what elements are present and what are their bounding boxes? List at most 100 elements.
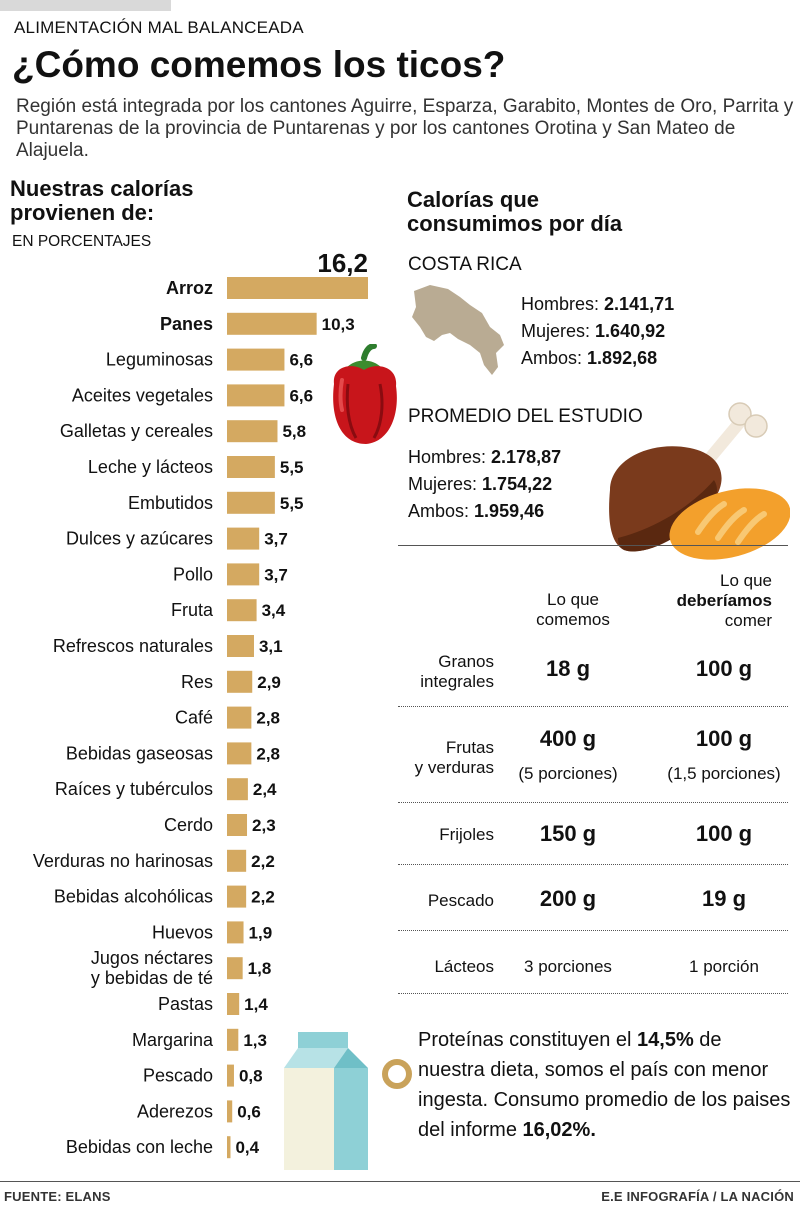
- bar-value-6: 5,5: [280, 494, 304, 513]
- bar-label-17: Bebidas alcohólicas: [54, 887, 213, 907]
- bar-label-6: Embutidos: [128, 493, 213, 513]
- frijoles-eat-value: 150 g: [539, 821, 597, 846]
- costa-rica-label: COSTA RICA: [408, 254, 522, 275]
- bar-19: [227, 957, 243, 980]
- bullet-ring-icon: [382, 1059, 412, 1089]
- bar-16: [227, 849, 247, 872]
- frutas-should-value: 100 g: [695, 726, 753, 751]
- bar-label-10: Refrescos naturales: [53, 636, 213, 656]
- frutas-should-note: (1,5 porciones): [667, 764, 781, 783]
- pescado-should-value: 19 g: [701, 886, 747, 911]
- bar-0: [227, 277, 368, 299]
- est-ambos-label: Ambos:: [408, 501, 470, 521]
- frutas-eat-value: 400 g: [539, 726, 597, 751]
- bar-11: [227, 670, 253, 693]
- bar-label-11: Res: [181, 672, 213, 692]
- bar-label-19: Jugos néctares y bebidas de té: [91, 948, 213, 988]
- est-hombres: Hombres: 2.178,87: [408, 444, 561, 471]
- row-separator: [398, 993, 788, 994]
- lacteos-should-value: 1 porción: [689, 957, 759, 976]
- granos-should-value: 100 g: [695, 656, 753, 681]
- bar-2: [227, 348, 285, 371]
- bar-label-7: Dulces y azúcares: [66, 529, 213, 549]
- row-separator: [398, 930, 788, 931]
- cr-hombres-label: Hombres:: [521, 294, 600, 314]
- bar-label-0: Arroz: [166, 278, 213, 298]
- bar-value-21: 1,3: [243, 1031, 267, 1050]
- bar-10: [227, 635, 254, 657]
- bar-1: [227, 312, 317, 335]
- protein-text-2: de nuestra dieta, somos el país con meno…: [418, 1029, 791, 1141]
- cr-hombres: Hombres: 2.141,71: [521, 291, 674, 318]
- bar-value-2: 6,6: [289, 351, 313, 370]
- frijoles-should-value: 100 g: [695, 821, 753, 846]
- bar-label-22: Pescado: [143, 1066, 213, 1086]
- pepper-icon: [333, 344, 397, 444]
- bar-value-17: 2,2: [251, 888, 275, 907]
- bar-value-5: 5,5: [280, 458, 304, 477]
- est-mujeres-value: 1.754,22: [482, 474, 553, 494]
- bar-value-22: 0,8: [239, 1067, 263, 1086]
- est-hombres-value: 2.178,87: [491, 447, 562, 467]
- row-label-frutas-line1: Frutas: [445, 738, 494, 757]
- lacteos-eat-value: 3 porciones: [524, 957, 612, 976]
- bar-label-8: Pollo: [173, 564, 213, 584]
- col-header-eat: Lo que comemos: [508, 590, 638, 630]
- pescado-eat-value: 200 g: [539, 886, 597, 911]
- bar-label-1: Panes: [160, 314, 213, 334]
- protein-text-1: Proteínas constituyen el: [418, 1029, 638, 1051]
- bar-value-12: 2,8: [256, 709, 280, 728]
- bar-value-4: 5,8: [282, 422, 306, 441]
- chicken-bread-icon: [609, 402, 790, 560]
- bar-label-15: Cerdo: [164, 815, 213, 835]
- footer-source: FUENTE: ELANS: [4, 1189, 111, 1204]
- col-header-eat-line2: comemos: [536, 610, 610, 629]
- bar-value-18: 1,9: [249, 923, 273, 942]
- col-header-eat-line1: Lo que: [547, 590, 599, 609]
- cr-ambos: Ambos: 1.892,68: [521, 345, 674, 372]
- est-hombres-label: Hombres:: [408, 447, 487, 467]
- bar-value-9: 3,4: [262, 601, 286, 620]
- bar-label-24: Bebidas con leche: [66, 1137, 213, 1157]
- bar-value-11: 2,9: [257, 673, 281, 692]
- top-accent-bar: [0, 0, 171, 11]
- frutas-eat-note: (5 porciones): [518, 764, 618, 783]
- col-header-should: Lo que deberíamos comer: [640, 571, 772, 631]
- bar-21: [227, 1028, 239, 1051]
- footer-divider: [0, 1181, 800, 1182]
- footer-credit: E.E INFOGRAFÍA / LA NACIÓN: [601, 1189, 794, 1204]
- bar-23: [227, 1100, 233, 1123]
- est-mujeres-label: Mujeres:: [408, 474, 478, 494]
- bar-label-3: Aceites vegetales: [72, 385, 213, 405]
- bar-label-18: Huevos: [152, 922, 213, 942]
- bar-13: [227, 742, 252, 765]
- bar-label-14: Raíces y tubérculos: [55, 779, 213, 799]
- chart-heading-line2: provienen de:: [10, 200, 155, 225]
- bar-17: [227, 885, 247, 908]
- cr-ambos-value: 1.892,68: [587, 348, 658, 368]
- bar-value-1: 10,3: [322, 315, 355, 334]
- bar-value-3: 6,6: [289, 386, 313, 405]
- calorie-bar-chart: Arroz 16,2 Panes 10,3 Leguminosas 6,6 Aceites …: [33, 250, 368, 1159]
- daily-calories-heading: Calorías que consumimos por día: [407, 188, 622, 236]
- bar-5: [227, 456, 275, 478]
- bar-7: [227, 527, 260, 550]
- bar-value-10: 3,1: [259, 637, 283, 656]
- bar-value-24: 0,4: [235, 1138, 259, 1157]
- bar-8: [227, 563, 260, 586]
- row-separator: [398, 706, 788, 707]
- bar-20: [227, 993, 240, 1015]
- bar-label-13: Bebidas gaseosas: [66, 743, 213, 763]
- bar-14: [227, 778, 248, 801]
- bar-label-16: Verduras no harinosas: [33, 851, 213, 871]
- milk-carton-icon: [284, 1032, 368, 1170]
- subtitle: Región está integrada por los cantones A…: [16, 96, 794, 161]
- cr-mujeres: Mujeres: 1.640,92: [521, 318, 674, 345]
- row-label-granos-line1: Granos: [438, 652, 494, 671]
- est-ambos: Ambos: 1.959,46: [408, 498, 561, 525]
- study-values: Hombres: 2.178,87 Mujeres: 1.754,22 Ambo…: [408, 444, 561, 525]
- col-header-should-line3: comer: [724, 611, 772, 630]
- bar-label-20: Pastas: [158, 994, 213, 1014]
- bar-label-12: Café: [175, 708, 213, 728]
- bar-value-16: 2,2: [251, 852, 275, 871]
